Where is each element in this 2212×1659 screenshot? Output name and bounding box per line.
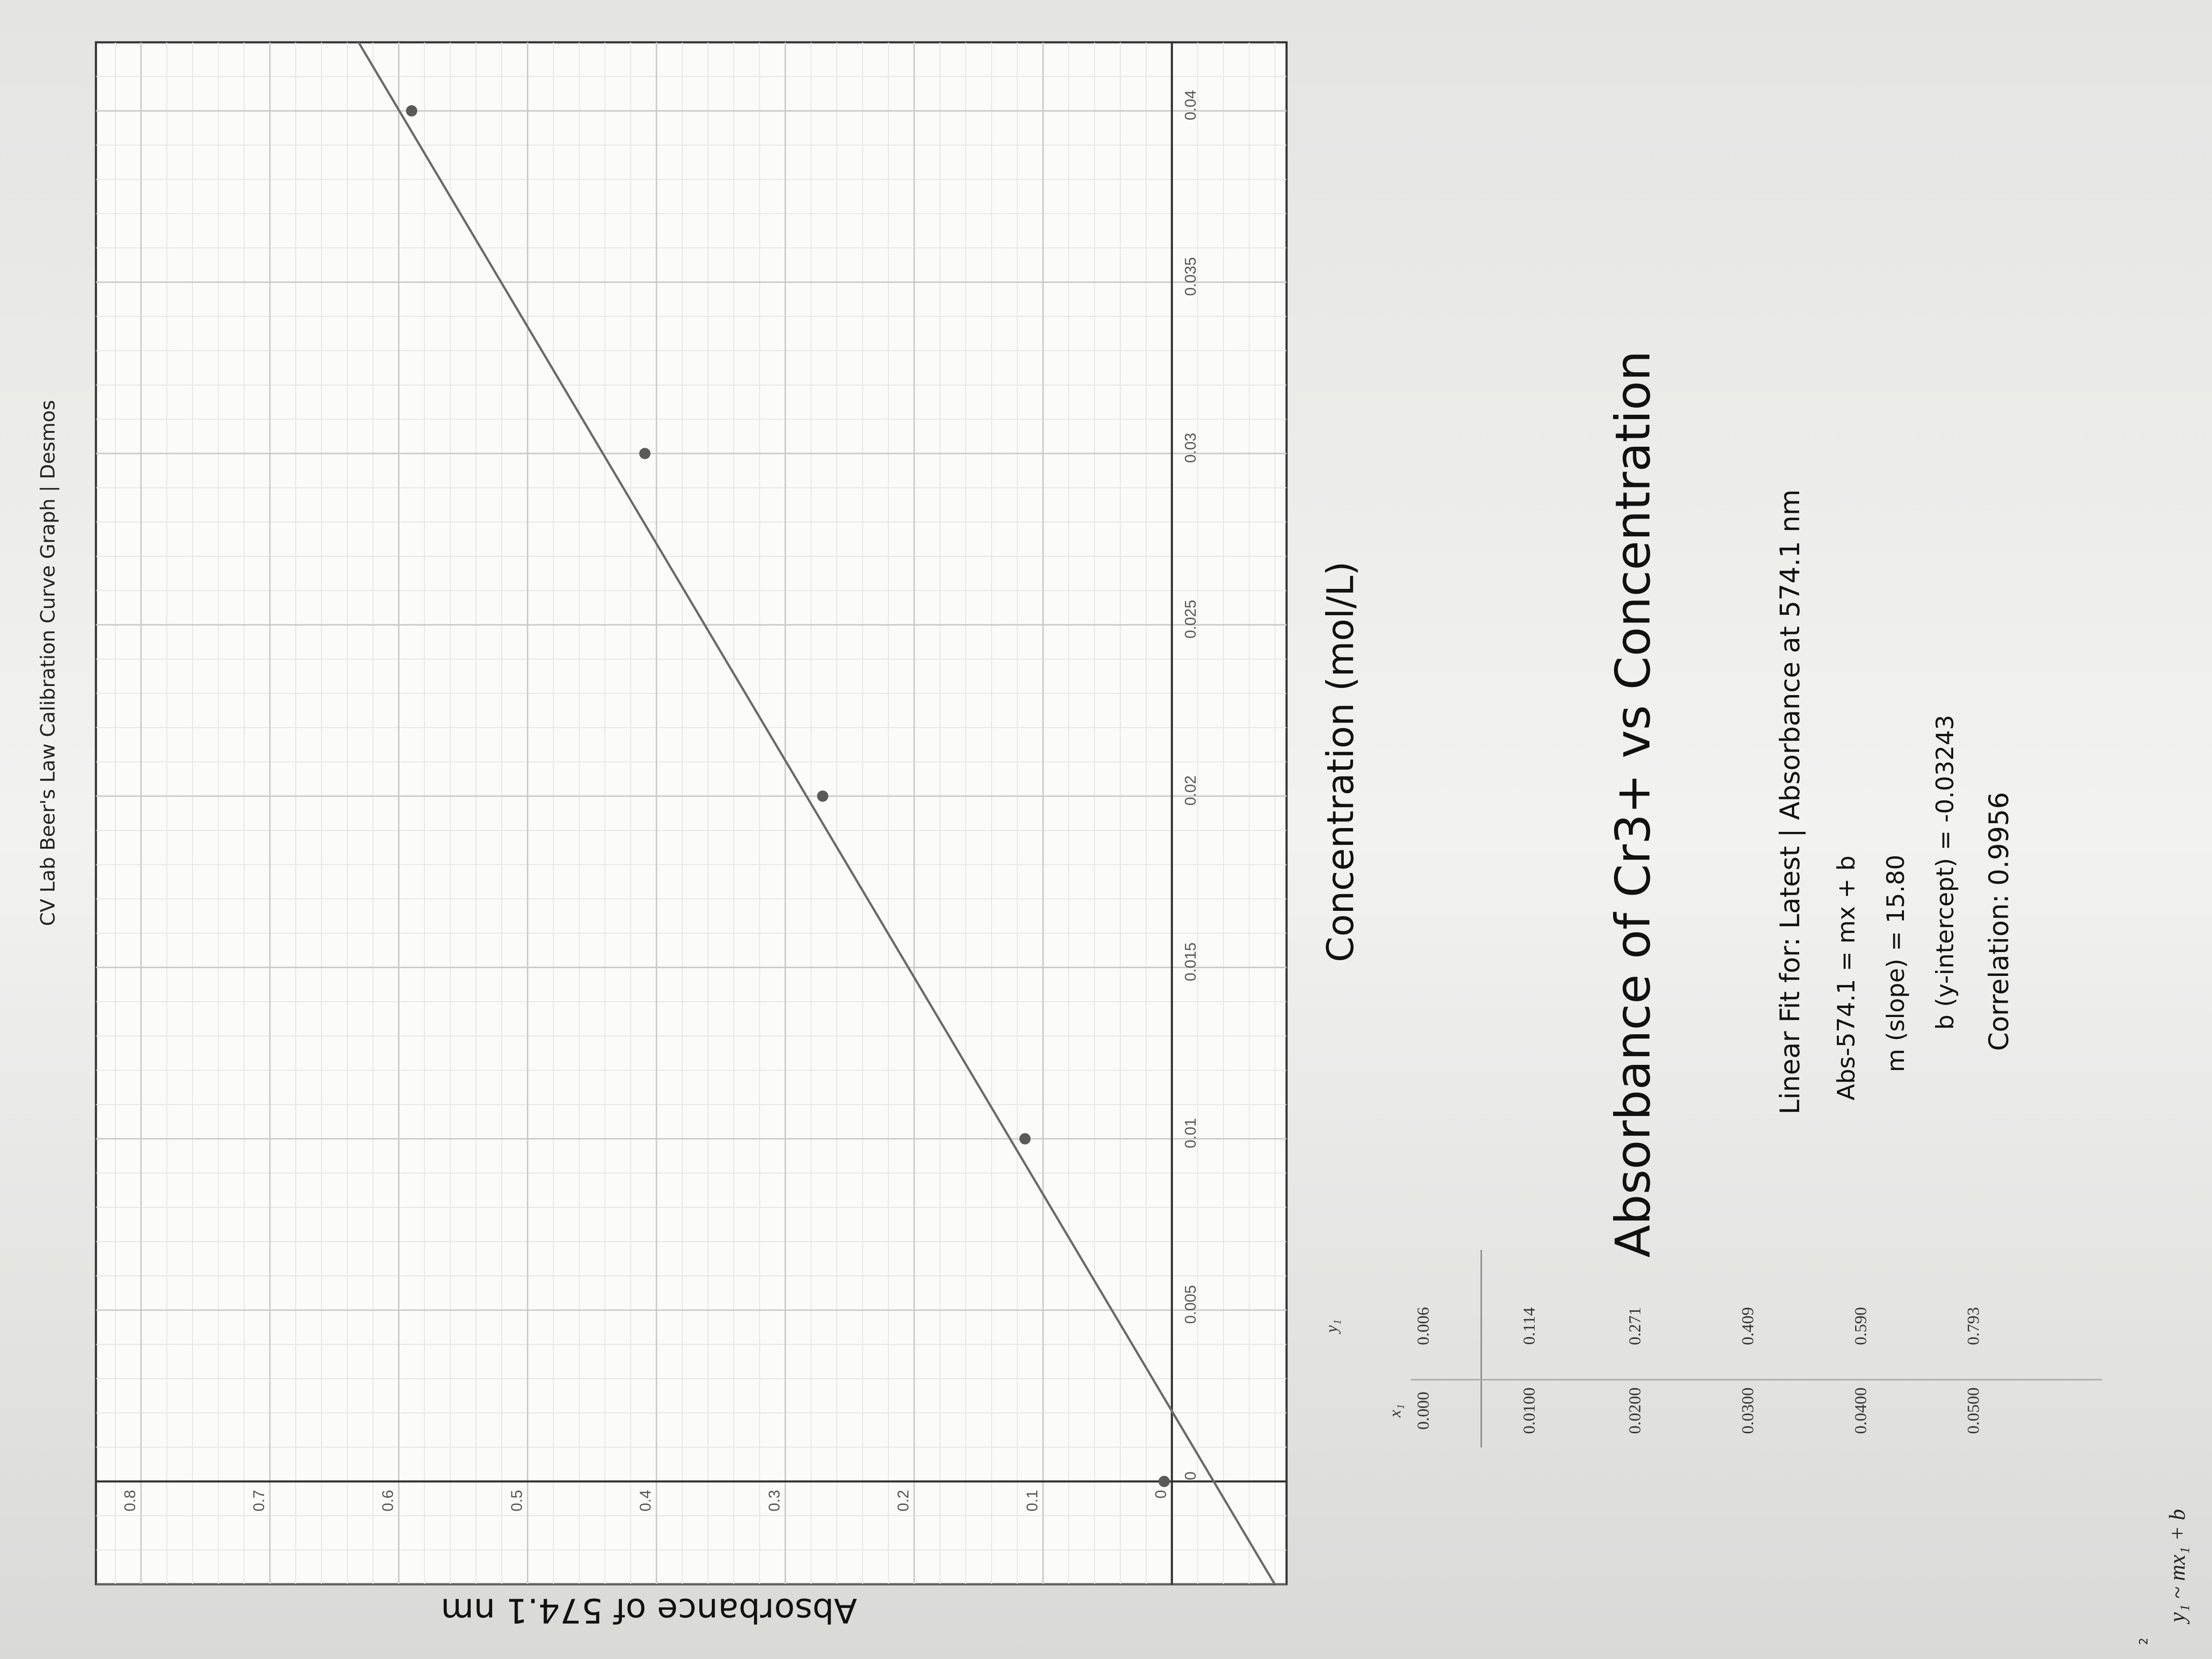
- table-cell: 0.0200: [1625, 1387, 1644, 1434]
- fit-line: [154, 42, 1276, 1584]
- table-cell: 0.271: [1625, 1307, 1644, 1345]
- x-tick-label: 0.04: [1182, 90, 1199, 120]
- y-tick-label: 0.1: [1023, 1490, 1040, 1512]
- table-cell: 0.0300: [1738, 1387, 1757, 1434]
- y-tick-label: 0.2: [895, 1490, 912, 1512]
- fit-intercept: b (y-intercept) = -0.03243: [1931, 715, 1959, 1030]
- data-point: [817, 790, 829, 802]
- table-header: x₁: [1385, 1404, 1405, 1418]
- y-tick-label: 0: [1152, 1490, 1170, 1499]
- table-cell: 0.006: [1414, 1307, 1433, 1345]
- fit-equation: Abs-574.1 = mx + b: [1832, 855, 1860, 1100]
- table-cell: 0.793: [1964, 1307, 1983, 1345]
- x-tick-label: 0.025: [1182, 600, 1199, 639]
- y-tick-label: 0.5: [508, 1490, 525, 1512]
- data-point: [1158, 1476, 1170, 1487]
- y-tick-label: 0.4: [637, 1490, 654, 1512]
- y-tick-label: 0.7: [250, 1490, 267, 1512]
- fit-correlation: Correlation: 0.9956: [1983, 792, 2014, 1051]
- y-axis-label: Absorbance of 574.1 nm: [441, 1591, 857, 1630]
- table-cell: 0.0100: [1519, 1387, 1538, 1434]
- data-point: [1019, 1133, 1031, 1145]
- data-point: [406, 105, 418, 117]
- regression-expression: y₁ ~ mx₁ + b: [2165, 1509, 2190, 1624]
- fit-slope: m (slope) = 15.80: [1881, 855, 1910, 1073]
- row-number: 2: [2137, 1637, 2150, 1645]
- y-tick-label: 0.6: [379, 1490, 396, 1512]
- x-tick-label: 0.01: [1182, 1118, 1199, 1148]
- table-cell: 0.000: [1414, 1392, 1433, 1430]
- fit-title: Linear Fit for: Latest | Absorbance at 5…: [1775, 489, 1806, 1115]
- table-cell: 0.590: [1851, 1307, 1870, 1345]
- x-tick-label: 0: [1182, 1471, 1199, 1480]
- plot-area: [95, 41, 1288, 1585]
- x-tick-label: 0.005: [1182, 1285, 1199, 1324]
- chart-title: Absorbance of Cr3+ vs Concentration: [1605, 351, 1661, 1258]
- table-cell: 0.409: [1738, 1307, 1757, 1345]
- plot: [96, 42, 1287, 1584]
- x-axis-label: Concentration (mol/L): [1319, 562, 1362, 962]
- data-point: [639, 448, 651, 459]
- table-cell: 0.0500: [1964, 1387, 1983, 1434]
- table-cell: 0.0400: [1851, 1387, 1870, 1434]
- table-header: y₁: [1322, 1319, 1341, 1334]
- y-tick-label: 0.3: [766, 1490, 783, 1512]
- table-cell: 0.114: [1519, 1307, 1538, 1345]
- x-tick-label: 0.015: [1182, 942, 1199, 981]
- x-tick-label: 0.02: [1182, 775, 1199, 806]
- page-title: CV Lab Beer's Law Calibration Curve Grap…: [36, 400, 59, 926]
- y-tick-label: 0.8: [122, 1490, 139, 1512]
- x-tick-label: 0.035: [1182, 257, 1199, 296]
- x-tick-label: 0.03: [1182, 433, 1199, 463]
